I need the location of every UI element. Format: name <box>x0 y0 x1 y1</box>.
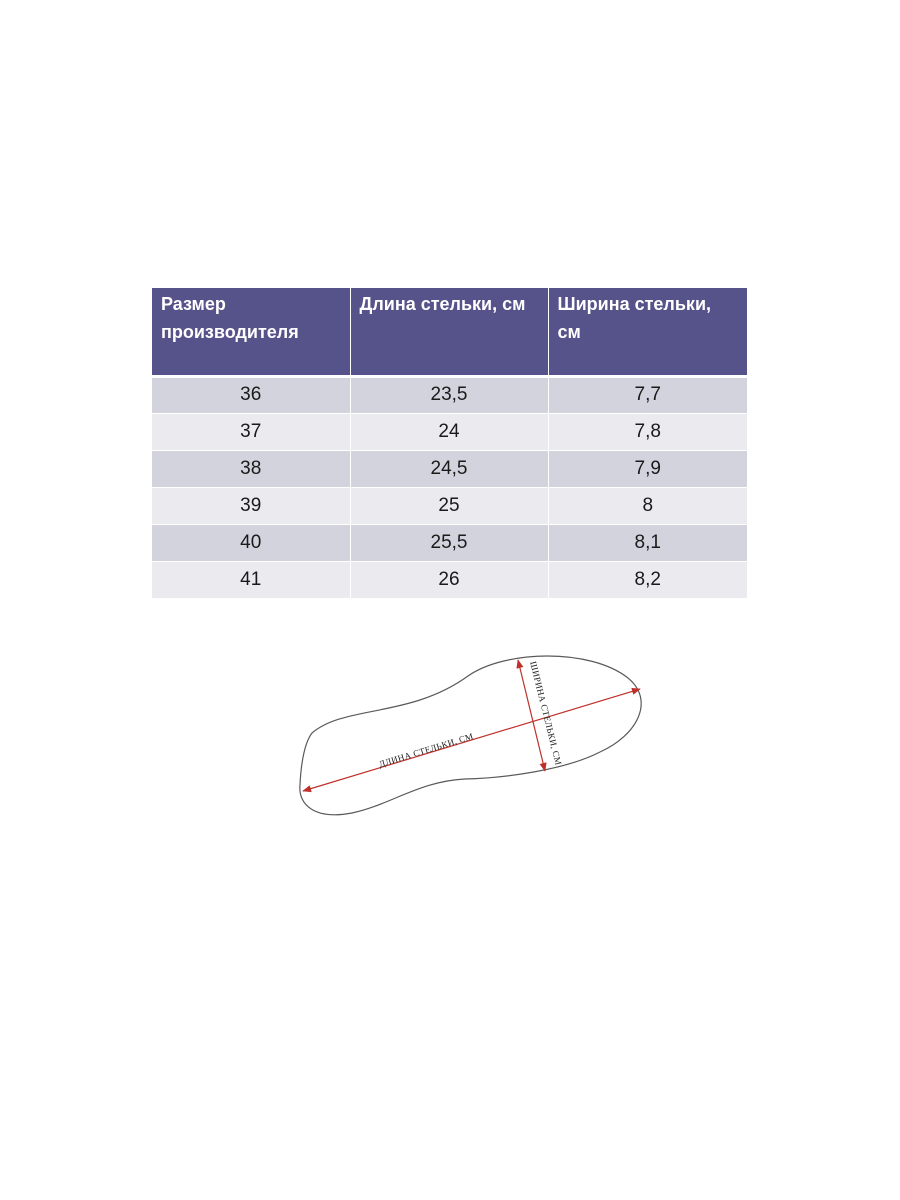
cell-size: 40 <box>152 524 351 562</box>
table-row: 39 25 8 <box>152 487 747 525</box>
width-arrow <box>516 659 547 772</box>
cell-size: 37 <box>152 413 351 451</box>
cell-length: 24,5 <box>350 450 549 488</box>
size-chart-table: Размер производителя Длина стельки, см Ш… <box>152 288 747 599</box>
header-size: Размер производителя <box>152 288 351 378</box>
length-arrow <box>302 687 641 793</box>
cell-width: 8,1 <box>548 524 747 562</box>
cell-size: 36 <box>152 376 351 414</box>
cell-width: 8,2 <box>548 561 747 599</box>
cell-length: 24 <box>350 413 549 451</box>
insole-measurement-diagram: ДЛИНА СТЕЛЬКИ, СМ ШИРИНА СТЕЛЬКИ, СМ <box>299 655 642 816</box>
length-label: ДЛИНА СТЕЛЬКИ, СМ <box>378 731 475 769</box>
cell-length: 25 <box>350 487 549 525</box>
table-row: 40 25,5 8,1 <box>152 524 747 562</box>
cell-size: 38 <box>152 450 351 488</box>
table-row: 38 24,5 7,9 <box>152 450 747 488</box>
cell-length: 26 <box>350 561 549 599</box>
cell-length: 23,5 <box>350 376 549 414</box>
cell-size: 39 <box>152 487 351 525</box>
cell-length: 25,5 <box>350 524 549 562</box>
header-insole-length: Длина стельки, см <box>350 288 549 378</box>
cell-width: 7,8 <box>548 413 747 451</box>
table-row: 41 26 8,2 <box>152 561 747 599</box>
header-insole-width: Ширина стельки, см <box>548 288 747 378</box>
table-row: 37 24 7,8 <box>152 413 747 451</box>
cell-width: 7,9 <box>548 450 747 488</box>
table-row: 36 23,5 7,7 <box>152 376 747 414</box>
cell-width: 8 <box>548 487 747 525</box>
table-header-row: Размер производителя Длина стельки, см Ш… <box>152 288 747 378</box>
cell-size: 41 <box>152 561 351 599</box>
cell-width: 7,7 <box>548 376 747 414</box>
